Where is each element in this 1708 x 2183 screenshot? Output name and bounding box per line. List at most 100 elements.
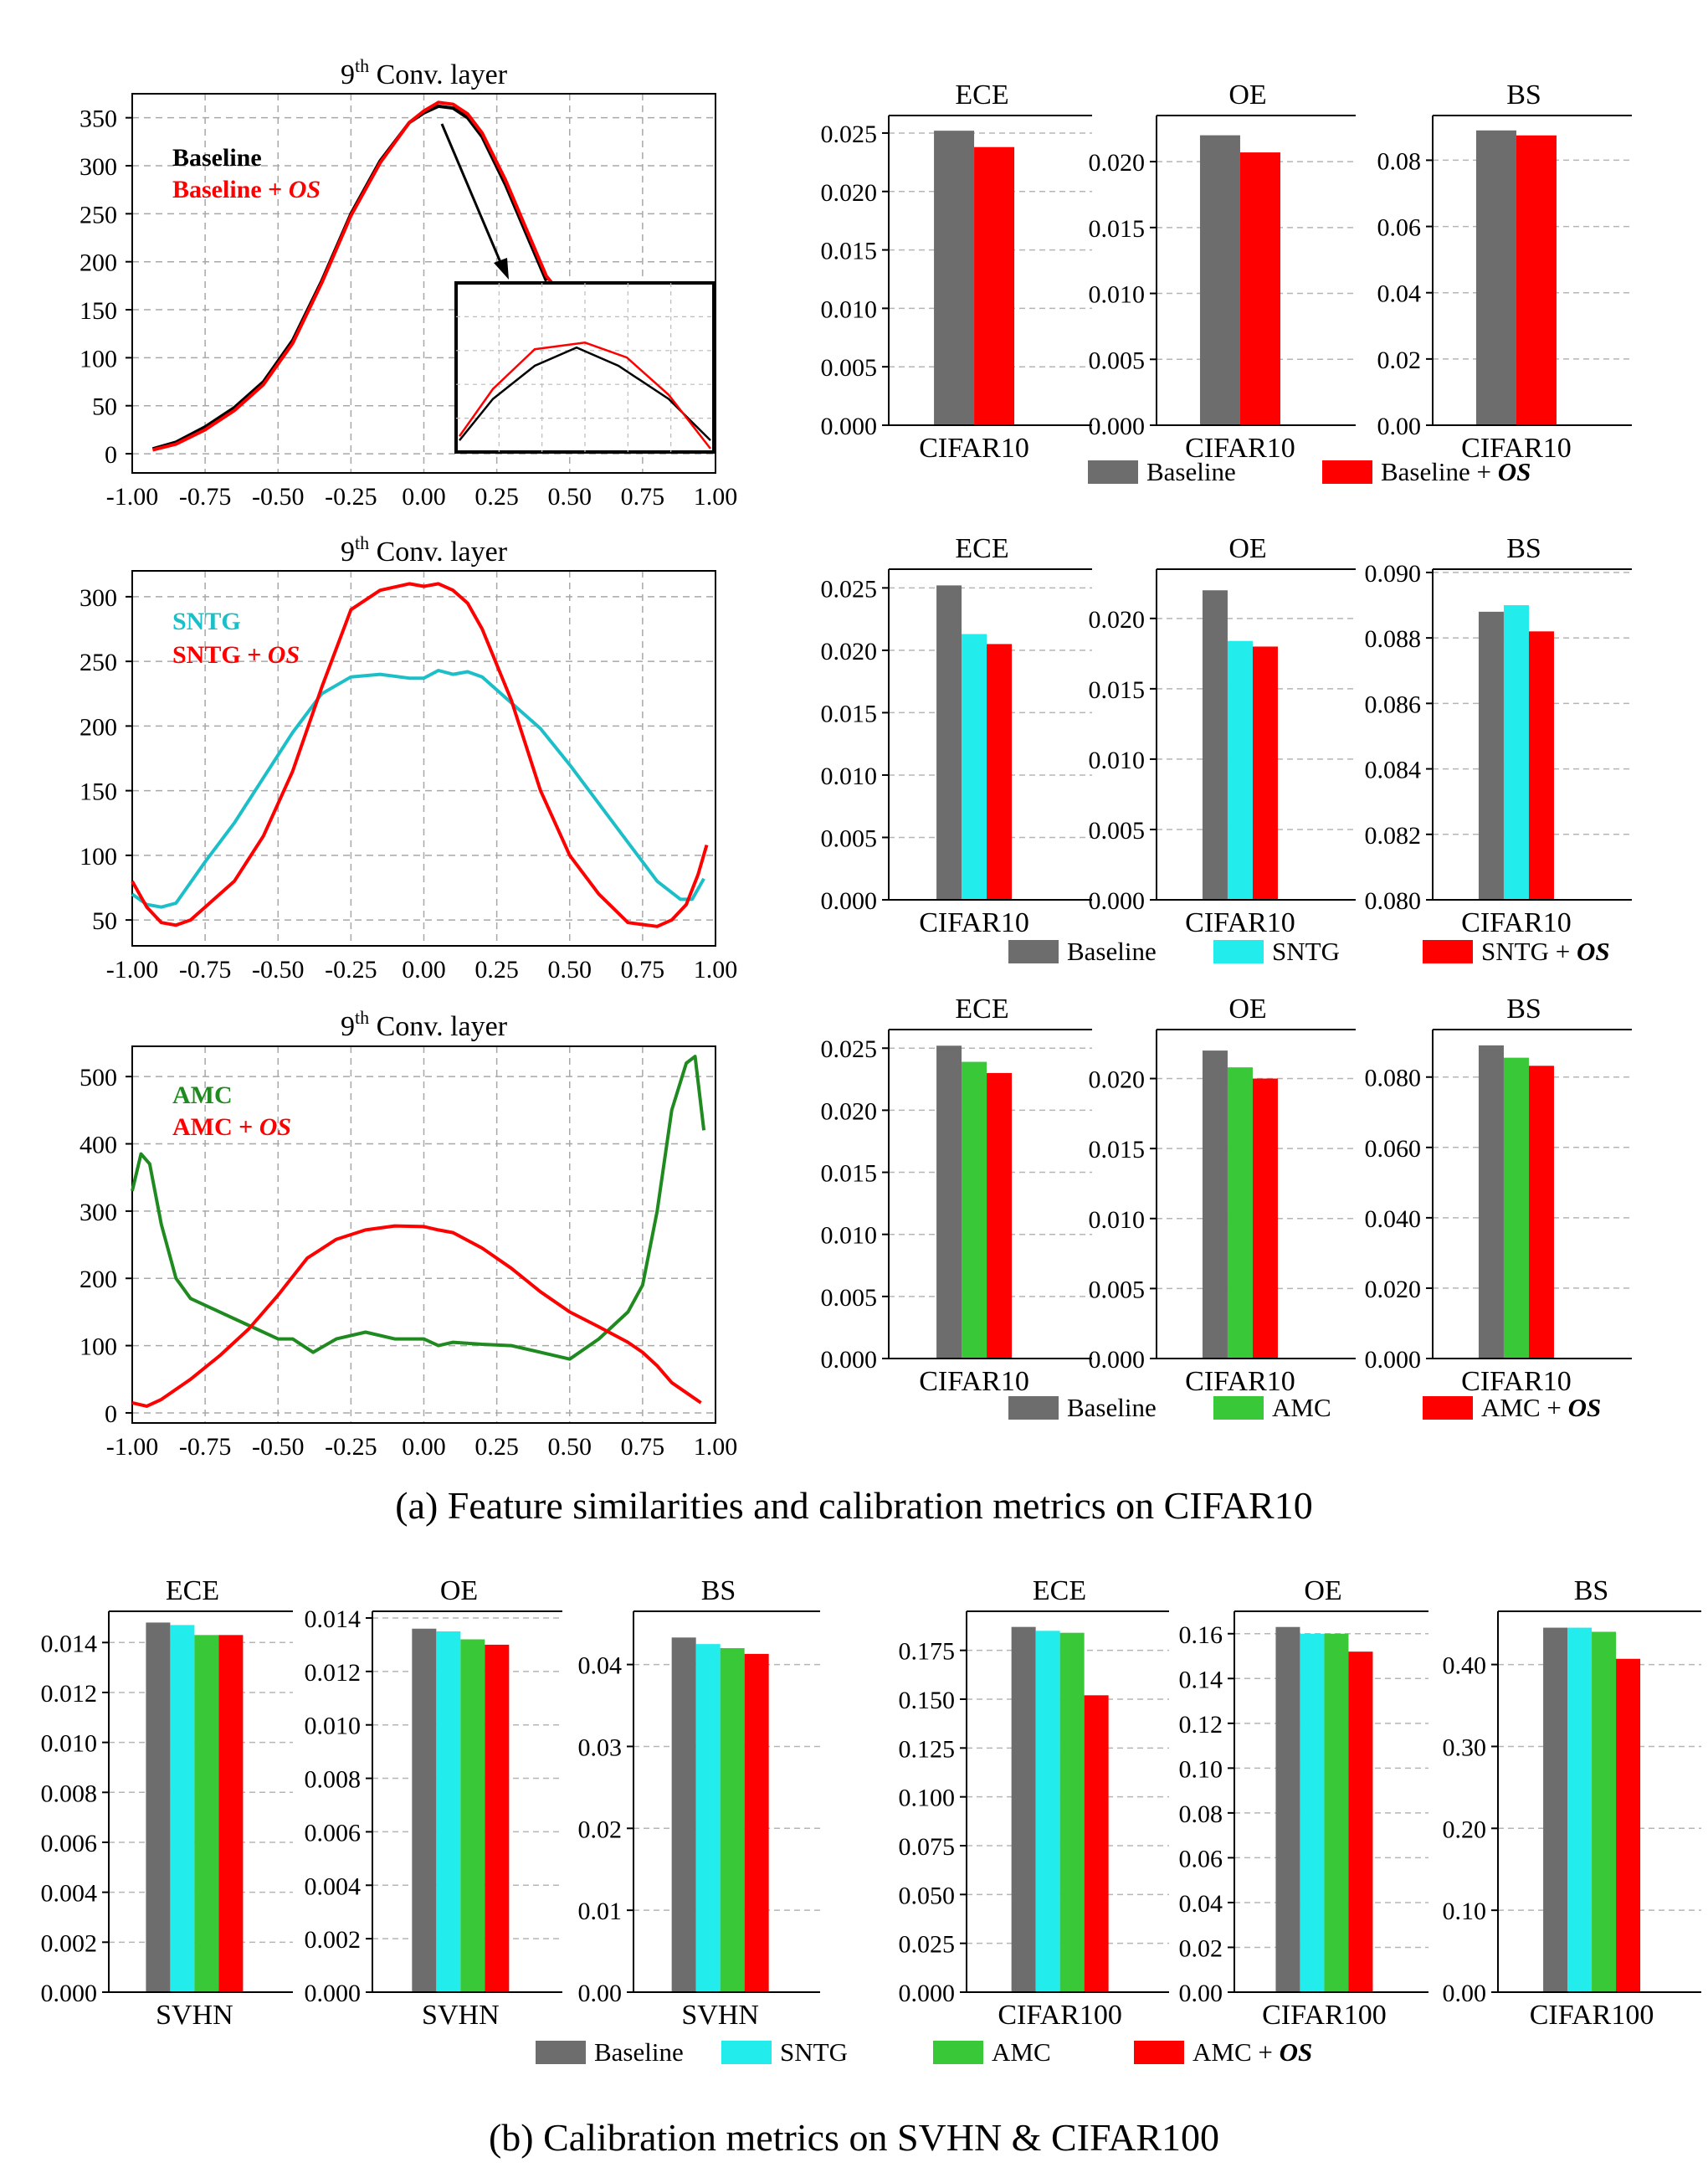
- legend-name: AMC +: [172, 1113, 259, 1141]
- legend-b: Baseline SNTG AMC AMC + OS: [536, 2037, 1312, 2067]
- x-category-label: CIFAR10: [1185, 1366, 1295, 1397]
- bar: [987, 644, 1013, 900]
- y-tick-label: 300: [80, 584, 117, 612]
- y-tick-label: 0.002: [305, 1926, 362, 1954]
- bar: [1084, 1695, 1109, 1992]
- y-tick-label: 0.04: [578, 1652, 623, 1680]
- y-tick-label: 0.00: [1443, 1980, 1487, 2007]
- bar: [485, 1644, 510, 1992]
- chart-title: BS: [1574, 1575, 1609, 1606]
- x-tick-label: -0.75: [179, 1433, 232, 1461]
- y-tick-label: 0: [105, 1400, 117, 1428]
- x-tick-label: 0.75: [621, 483, 665, 511]
- bar-chart-a3_oe: 0.000 0.005 0.010 0.015 0.020 OE CIFAR10: [1089, 994, 1356, 1397]
- bar: [962, 634, 987, 900]
- x-category-label: SVHN: [681, 2000, 759, 2031]
- x-tick-label: -1.00: [106, 483, 159, 511]
- bar: [936, 1045, 962, 1359]
- bar: [146, 1622, 171, 1992]
- chart-title: BS: [1506, 80, 1541, 110]
- legend-label: AMC: [992, 2037, 1051, 2067]
- x-tick-label: 0.25: [474, 483, 519, 511]
- y-tick-label: 0.16: [1179, 1621, 1223, 1649]
- y-tick-label: 0.175: [899, 1638, 956, 1666]
- y-tick-label: 0.03: [578, 1734, 623, 1761]
- y-tick-label: 0.010: [305, 1713, 362, 1740]
- y-tick-label: 0.000: [821, 413, 878, 440]
- y-tick-label: 0.14: [1179, 1666, 1223, 1693]
- bar: [962, 1061, 987, 1359]
- series-line: [131, 582, 709, 928]
- y-tick-label: 0.150: [899, 1687, 956, 1714]
- y-tick-label: 0.025: [821, 1035, 878, 1063]
- y-tick-label: 50: [92, 393, 117, 421]
- bar-chart-a2_ece: 0.000 0.005 0.010 0.015 0.020 0.025 ECE CIFAR10: [821, 533, 1092, 938]
- bar-chart-a3_ece: 0.000 0.005 0.010 0.015 0.020 0.025 ECE CIFAR10: [821, 994, 1092, 1397]
- bar: [1035, 1631, 1060, 1992]
- y-tick-label: 0.000: [1365, 1346, 1422, 1374]
- y-tick-label: 300: [80, 153, 117, 181]
- legend-suffix: OS: [289, 176, 321, 203]
- y-tick-label: 0.080: [1365, 887, 1422, 915]
- y-tick-label: 0.020: [821, 179, 878, 207]
- y-tick-label: 0.000: [41, 1980, 98, 2007]
- bar: [1592, 1631, 1617, 1992]
- y-tick-label: 100: [80, 1333, 117, 1361]
- y-tick-label: 0.000: [821, 887, 878, 915]
- y-tick-label: 250: [80, 649, 117, 676]
- y-tick-label: 0.010: [41, 1730, 98, 1758]
- legend-a1: Baseline Baseline + OS: [1088, 457, 1531, 486]
- y-tick-label: 0.015: [821, 700, 878, 727]
- y-tick-label: 0.014: [305, 1605, 362, 1633]
- y-tick-label: 0.012: [305, 1659, 362, 1687]
- plot-frame: [131, 570, 716, 947]
- y-tick-label: 500: [80, 1064, 117, 1092]
- y-tick-label: 0.000: [1089, 887, 1146, 915]
- y-tick-label: 0.080: [1365, 1065, 1422, 1092]
- bar: [936, 585, 962, 900]
- y-tick-label: 0.008: [305, 1766, 362, 1794]
- chart-title: OE: [1304, 1575, 1341, 1606]
- series-line: [131, 669, 705, 909]
- legend-swatch: [933, 2041, 983, 2064]
- y-tick-label: 0.020: [1089, 606, 1146, 634]
- y-tick-label: 0.020: [1089, 1066, 1146, 1094]
- legend-suffix: OS: [1280, 2037, 1313, 2067]
- y-tick-label: 0.000: [821, 1346, 878, 1374]
- bar: [974, 146, 1015, 425]
- y-tick-label: 0.04: [1377, 280, 1422, 308]
- bar: [1348, 1651, 1373, 1992]
- bar: [987, 1072, 1013, 1359]
- bar: [1252, 646, 1278, 900]
- bar: [1475, 130, 1516, 425]
- y-tick-label: 0.015: [1089, 1136, 1146, 1163]
- y-tick-label: 400: [80, 1132, 117, 1159]
- bar: [1503, 1057, 1529, 1359]
- y-tick-label: 0.000: [1089, 413, 1146, 440]
- chart-title: OE: [1228, 80, 1266, 110]
- series-line: [131, 1055, 706, 1361]
- legend-a2: Baseline SNTG SNTG + OS: [1008, 937, 1610, 966]
- y-tick-label: 0.12: [1179, 1711, 1223, 1739]
- legend-name: Baseline: [1067, 937, 1157, 966]
- y-tick-label: 0.08: [1377, 147, 1422, 175]
- legend-label: AMC: [1272, 1393, 1331, 1422]
- x-category-label: CIFAR10: [919, 1366, 1029, 1397]
- bar-chart-a1_bs: 0.00 0.02 0.04 0.06 0.08 BS CIFAR10: [1377, 80, 1632, 464]
- y-tick-label: 0.020: [1089, 149, 1146, 177]
- x-category-label: CIFAR10: [1185, 907, 1295, 938]
- y-tick-label: 0.084: [1365, 757, 1422, 784]
- legend-label: AMC + OS: [1193, 2037, 1312, 2067]
- y-tick-label: 0.090: [1365, 560, 1422, 588]
- y-tick-label: 0.008: [41, 1780, 98, 1807]
- legend-label: Baseline: [594, 2037, 684, 2067]
- chart-title: OE: [440, 1575, 478, 1606]
- bar: [1324, 1633, 1349, 1992]
- bar: [412, 1628, 437, 1992]
- legend-suffix: OS: [259, 1113, 291, 1141]
- inset-arrow-line: [440, 123, 504, 267]
- x-tick-label: 0.50: [548, 956, 592, 984]
- x-category-label: CIFAR100: [1262, 2000, 1387, 2031]
- y-tick-label: 0.015: [1089, 676, 1146, 704]
- y-tick-label: 0.015: [821, 1160, 878, 1188]
